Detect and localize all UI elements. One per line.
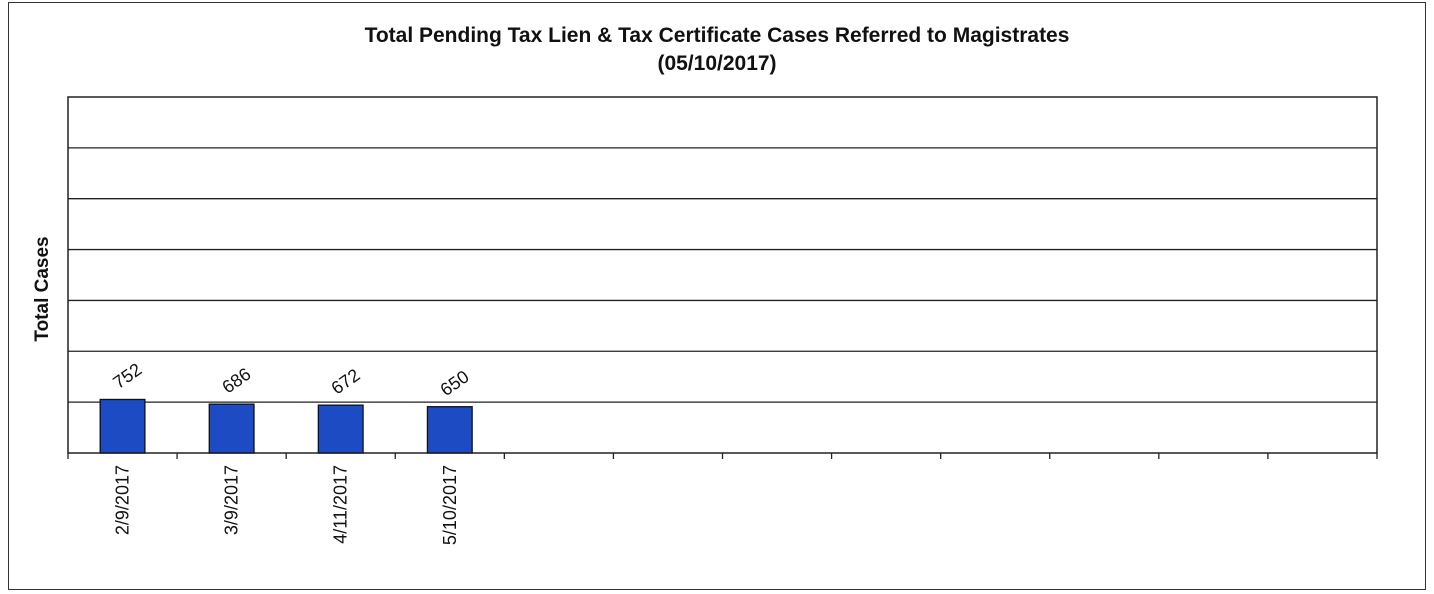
gridlines <box>68 147 1377 403</box>
data-label: 672 <box>328 365 364 399</box>
bar <box>99 398 146 454</box>
chart-title: Total Pending Tax Lien & Tax Certificate… <box>364 24 1070 47</box>
data-labels: 752 686 672 650 <box>109 359 472 400</box>
chart-subtitle: (05/10/2017) <box>657 52 777 75</box>
data-label: 686 <box>218 364 254 398</box>
bar <box>317 404 364 454</box>
bar <box>208 403 255 454</box>
chart-frame <box>8 2 1426 590</box>
x-tick-label: 4/11/2017 <box>331 465 351 544</box>
data-label: 752 <box>109 359 145 393</box>
x-tick-label: 2/9/2017 <box>113 465 133 535</box>
bar <box>426 406 473 454</box>
plot-area <box>67 96 1378 454</box>
bars <box>99 398 473 454</box>
x-axis-ticks <box>67 453 1378 459</box>
y-axis-label: Total Cases <box>32 236 53 341</box>
x-axis-tick-labels: 2/9/2017 3/9/2017 4/11/2017 5/10/2017 <box>113 465 460 545</box>
x-tick-label: 5/10/2017 <box>440 465 460 545</box>
x-tick-label: 3/9/2017 <box>222 465 242 535</box>
data-label: 650 <box>437 366 473 400</box>
